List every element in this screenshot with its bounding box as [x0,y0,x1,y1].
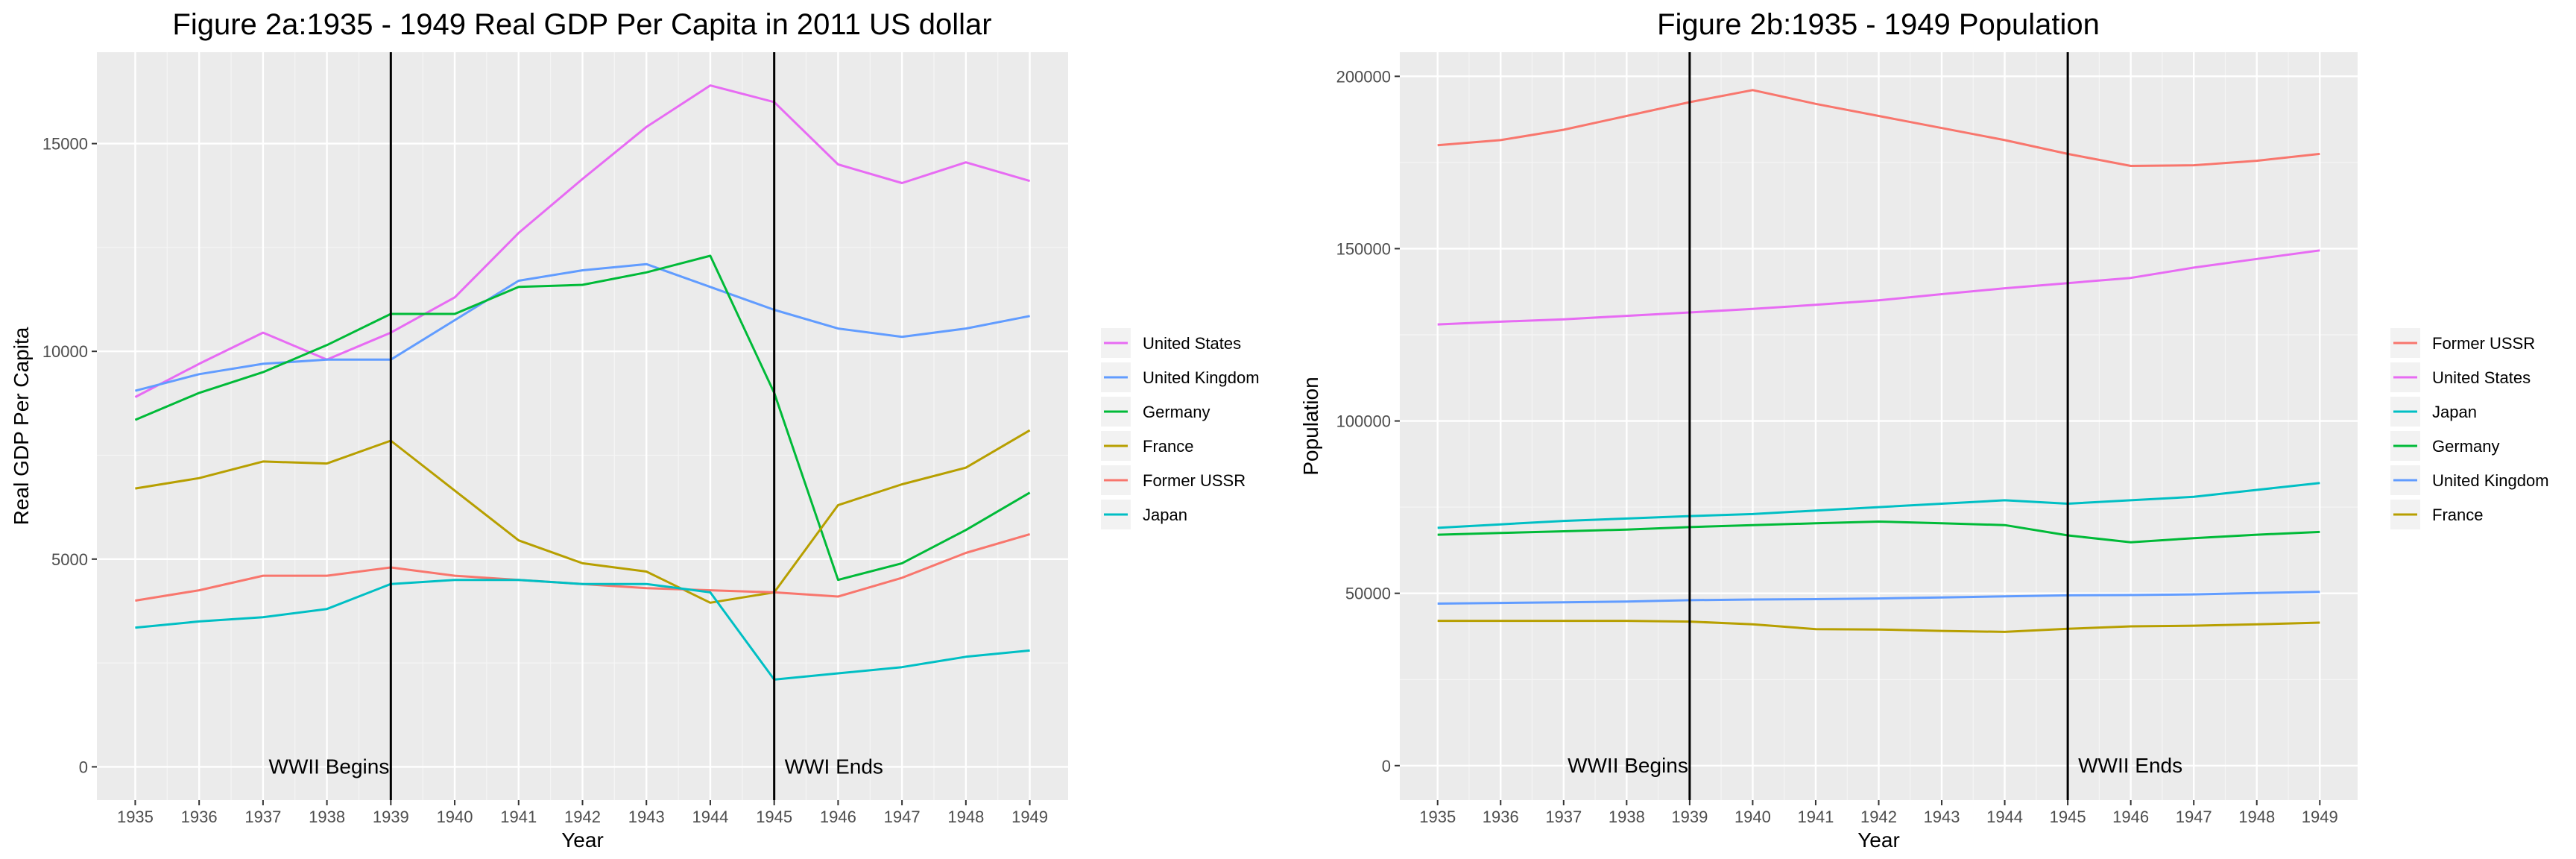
x-tick-label: 1946 [820,808,856,826]
series-line-united-states [134,84,1031,398]
x-tick-label: 1940 [1734,808,1771,826]
legend-label: United Kingdom [2432,471,2549,490]
chart-title: Figure 2a:1935 - 1949 Real GDP Per Capit… [172,8,991,41]
x-tick-label: 1935 [1419,808,1456,826]
event-annotation: WWII Ends [2078,754,2182,777]
legend-label: United Kingdom [1143,368,1260,387]
y-tick-label: 15000 [42,135,88,154]
x-tick-label: 1944 [1986,808,2023,826]
legend-label: Germany [1143,403,1210,421]
y-tick-label: 10000 [42,342,88,361]
x-tick-label: 1939 [373,808,409,826]
event-annotation: WWII Begins [269,755,390,778]
legend-label: United States [1143,334,1241,353]
x-tick-label: 1938 [1609,808,1645,826]
x-axis-label: Year [561,828,604,852]
legend-label: Former USSR [1143,471,1246,490]
event-annotation: WWI Ends [785,755,883,778]
x-axis-label: Year [1857,828,1900,852]
x-tick-label: 1945 [2050,808,2086,826]
x-tick-label: 1937 [244,808,281,826]
legend-label: Japan [1143,506,1187,524]
legend-label: Former USSR [2432,334,2535,353]
y-tick-label: 5000 [51,550,88,569]
series-line-former-ussr [1437,89,2320,167]
y-tick-label: 0 [1382,757,1391,775]
y-tick-label: 150000 [1336,239,1391,258]
y-axis-label: Real GDP Per Capita [10,327,33,525]
x-tick-label: 1941 [1797,808,1834,826]
legend-label: United States [2432,368,2531,387]
y-tick-label: 100000 [1336,412,1391,431]
series-line-france [135,429,1031,604]
x-tick-label: 1941 [500,808,537,826]
x-tick-label: 1942 [1860,808,1897,826]
legend-label: France [1143,437,1193,456]
series-line-japan [1437,482,2320,529]
legend: United States United Kingdom Germany France… [1101,328,1260,529]
series-line-france [1437,620,2320,633]
x-tick-label: 1938 [309,808,345,826]
chart-panel-1: 0 5000 10000 15000 1935 1936 1937 1938 1939 1940 1… [10,8,1260,852]
x-tick-label: 1949 [1011,808,1048,826]
series-line-united-kingdom [1437,591,2320,605]
series-line-germany [134,254,1031,582]
series-line-united-states [1437,249,2320,326]
chart-title: Figure 2b:1935 - 1949 Population [1657,8,2100,41]
x-tick-label: 1940 [437,808,473,826]
legend-label: Germany [2432,437,2499,456]
series-line-japan [135,579,1030,681]
x-tick-label: 1948 [947,808,984,826]
legend: Former USSR United States Japan Germany Unit… [2390,328,2549,529]
x-tick-label: 1936 [1483,808,1519,826]
x-tick-label: 1943 [1924,808,1960,826]
y-tick-label: 50000 [1345,585,1391,603]
legend-label: Japan [2432,403,2477,421]
y-axis-label: Population [1299,377,1322,475]
x-tick-label: 1949 [2302,808,2338,826]
y-tick-label: 200000 [1336,67,1391,86]
x-tick-label: 1945 [756,808,792,826]
x-tick-label: 1944 [692,808,728,826]
x-tick-label: 1946 [2112,808,2149,826]
x-tick-label: 1935 [117,808,154,826]
legend-label: France [2432,506,2483,524]
x-tick-label: 1948 [2238,808,2275,826]
chart-panel-2: 0 50000 100000 150000 200000 1935 1936 1937 1938… [1299,8,2549,852]
series-line-germany [1437,520,2320,544]
x-tick-label: 1937 [1545,808,1582,826]
x-tick-label: 1947 [2176,808,2212,826]
x-tick-label: 1936 [181,808,218,826]
x-tick-label: 1947 [884,808,921,826]
x-tick-label: 1943 [628,808,665,826]
event-annotation: WWII Begins [1568,754,1688,777]
y-tick-label: 0 [79,758,88,776]
x-tick-label: 1942 [564,808,601,826]
x-tick-label: 1939 [1671,808,1708,826]
